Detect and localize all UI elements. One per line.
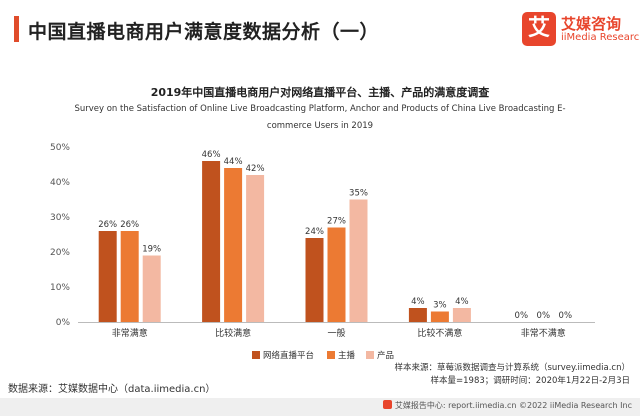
y-tick-label: 40% — [50, 178, 70, 188]
data-label: 46% — [202, 150, 221, 160]
page-title: 中国直播电商用户满意度数据分析（一） — [28, 21, 380, 43]
data-source: 数据来源：艾媒数据中心（data.iimedia.cn） — [8, 384, 216, 395]
legend-label: 网络直播平台 — [263, 350, 314, 361]
chart-subtitle: Survey on the Satisfaction of Online Liv… — [74, 104, 566, 131]
bar — [142, 255, 161, 322]
page-header: 中国直播电商用户满意度数据分析（一） 艾 艾媒咨询 iiMedia Resear… — [0, 0, 640, 62]
sample-size-note: 样本量=1983；调研时间：2020年1月22日-2月3日 — [430, 376, 631, 386]
bar — [452, 308, 471, 322]
bar — [327, 227, 346, 322]
data-label: 19% — [142, 245, 161, 255]
data-label: 26% — [98, 220, 117, 230]
x-tick-label: 一般 — [327, 327, 345, 339]
data-label: 0% — [559, 311, 573, 321]
data-label: 4% — [455, 297, 469, 307]
sample-notes: 样本来源：草莓派数据调查与计算系统（survey.iimedia.cn） 样本量… — [394, 362, 630, 388]
data-label: 35% — [349, 189, 368, 199]
bar — [224, 168, 243, 322]
bar — [202, 161, 221, 322]
y-tick-label: 50% — [50, 143, 70, 153]
data-label: 24% — [305, 227, 324, 237]
logo-english-name: iiMedia Research — [561, 32, 640, 43]
sample-source-note: 样本来源：草莓派数据调查与计算系统（survey.iimedia.cn） — [394, 363, 630, 373]
data-label: 3% — [433, 301, 447, 311]
x-tick-label: 非常不满意 — [521, 327, 566, 339]
legend-swatch — [252, 351, 260, 359]
bottom-credit: 艾媒报告中心: report.iimedia.cn ©2022 iiMedia … — [382, 400, 632, 411]
x-tick-label: 比较不满意 — [417, 327, 462, 339]
report-center-icon — [382, 400, 392, 409]
bar — [408, 308, 427, 322]
data-label: 0% — [537, 311, 551, 321]
bar — [305, 238, 324, 322]
y-tick-label: 0% — [56, 318, 71, 328]
data-label: 0% — [515, 311, 529, 321]
x-tick-label: 比较满意 — [215, 327, 251, 339]
logo-mark-icon: 艾 — [522, 12, 556, 46]
legend-label: 产品 — [377, 350, 394, 361]
bottom-bar: 艾媒报告中心: report.iimedia.cn ©2022 iiMedia … — [0, 398, 640, 416]
bar — [120, 231, 139, 322]
x-tick-label: 非常满意 — [112, 327, 148, 339]
legend-swatch — [327, 351, 335, 359]
y-tick-label: 30% — [50, 213, 70, 223]
bottom-credit-text: 艾媒报告中心: report.iimedia.cn ©2022 iiMedia … — [394, 401, 632, 410]
data-label: 42% — [246, 164, 265, 174]
legend-label: 主播 — [338, 350, 356, 361]
data-label: 4% — [411, 297, 425, 307]
legend-swatch — [366, 351, 374, 359]
data-label: 27% — [327, 217, 346, 227]
iimedia-logo: 艾 艾媒咨询 iiMedia Research — [522, 12, 640, 48]
bar — [246, 175, 265, 322]
title-accent-bar — [14, 16, 19, 42]
data-label: 44% — [224, 157, 243, 167]
bar-chart: 0% 10% 20% 30% 40% 50% 26% 26% 19% 非常满意 46%44%42% 比… — [50, 143, 595, 361]
data-label: 26% — [120, 220, 139, 230]
bar — [98, 231, 117, 322]
bar — [430, 311, 449, 322]
y-tick-label: 20% — [50, 248, 70, 258]
y-tick-label: 10% — [50, 283, 70, 293]
chart-title: 2019年中国直播电商用户对网络直播平台、主播、产品的满意度调查 — [150, 86, 490, 99]
logo-chinese-name: 艾媒咨询 — [561, 15, 622, 33]
bar — [349, 199, 368, 322]
